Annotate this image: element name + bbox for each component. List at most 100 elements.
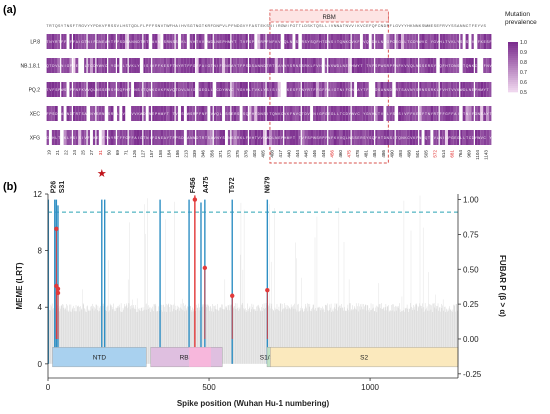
ref-residue: V [222,24,225,28]
heatmap-cell [175,34,179,49]
cell-residue: Q [172,88,175,92]
heatmap-cell [222,82,225,97]
cell-residue: F [88,136,90,140]
cell-residue: V [85,136,88,140]
cell-residue: V [434,136,437,140]
heatmap-cell [84,82,87,97]
heatmap-cell [336,82,340,97]
cell-residue: D [70,112,73,116]
cell-residue: N [328,40,331,44]
cell-residue: F [305,136,307,140]
heatmap-cell [445,82,448,97]
heatmap-cell [257,130,261,145]
cell-residue: S [428,88,430,92]
heatmap-cell [136,106,140,121]
ref-residue: Q [316,24,319,28]
heatmap-cell [216,58,220,73]
cell-residue: R [108,88,111,92]
position-label: 127 [141,150,146,158]
heatmap-cell [201,58,205,73]
cell-residue: F [267,40,269,44]
heatmap-cell [81,106,85,121]
rbm-label-box [269,9,389,23]
cell-residue: Y [366,136,369,140]
heatmap-cell [318,34,322,49]
cell-residue: R [167,40,170,44]
ref-residue: P [93,24,96,28]
ref-residue: N [463,24,466,28]
heatmap-cell [198,82,202,97]
cell-residue: N [131,40,134,44]
heatmap-cell [304,106,308,121]
cell-residue: M [287,136,290,140]
heatmap-cell [96,106,99,121]
cell-residue: Y [234,64,237,68]
heatmap-cell [439,34,443,49]
ref-residue: I [355,24,356,28]
cell-residue: V [158,88,161,92]
heatmap-cell [436,34,439,49]
cell-residue: S [237,112,239,116]
heatmap-cell [219,130,223,145]
ref-residue: I [179,24,180,28]
heatmap-cell [310,58,314,73]
cell-residue: F [440,88,442,92]
heatmap-cell [134,34,137,49]
row-label: PQ.2 [29,88,41,94]
heatmap-cell [304,34,308,49]
cell-residue: G [319,88,322,92]
legend-gradient-step [508,42,518,45]
cell-residue: A [152,40,155,44]
heatmap-cell [348,130,351,145]
heatmap-cell [380,82,384,97]
heatmap-cell [239,34,243,49]
cell-residue: T [85,40,87,44]
cell-residue: A [76,40,79,44]
cell-residue: Q [46,64,49,68]
cell-residue: G [325,112,328,116]
heatmap-cell [69,34,72,49]
cell-residue: G [434,40,437,44]
heatmap-cell [157,106,161,121]
heatmap-cell [359,58,363,73]
cell-residue: A [105,40,108,44]
heatmap-cell [486,58,490,73]
cell-residue: W [419,40,422,44]
cell-residue: G [398,40,401,44]
heatmap-cell [128,130,132,145]
heatmap-cell [333,106,337,121]
cell-residue: M [161,112,164,116]
cell-residue: C [484,136,487,140]
heatmap-cell [134,130,137,145]
ref-residue: E [366,24,369,28]
cell-residue: R [419,88,422,92]
heatmap-cell [75,34,79,49]
heatmap-cell [239,130,243,145]
heatmap-cell [318,130,322,145]
cell-residue: E [290,88,292,92]
cell-residue: N [290,40,293,44]
heatmap-cell [157,82,161,97]
heatmap-cell [189,82,193,97]
heatmap-cell [430,58,434,73]
heatmap-cell [136,58,140,73]
cell-residue: V [214,112,217,116]
heatmap-cell [421,106,425,121]
cell-residue: I [332,88,333,92]
cell-residue: P [322,136,324,140]
heatmap-cell [424,58,428,73]
cell-residue: W [266,136,269,140]
ref-residue: A [252,24,255,28]
heatmap-cell [207,34,211,49]
cell-residue: S [243,112,245,116]
cell-residue: R [234,112,237,116]
heatmap-cell [375,130,378,145]
cell-residue: V [214,136,217,140]
cell-residue: T [487,88,489,92]
heatmap-cell [104,82,108,97]
cell-residue: F [325,136,327,140]
cell-residue: Y [111,64,114,68]
legend-gradient-step [508,66,518,69]
heatmap-cell [90,106,93,121]
cell-residue: V [381,112,384,116]
